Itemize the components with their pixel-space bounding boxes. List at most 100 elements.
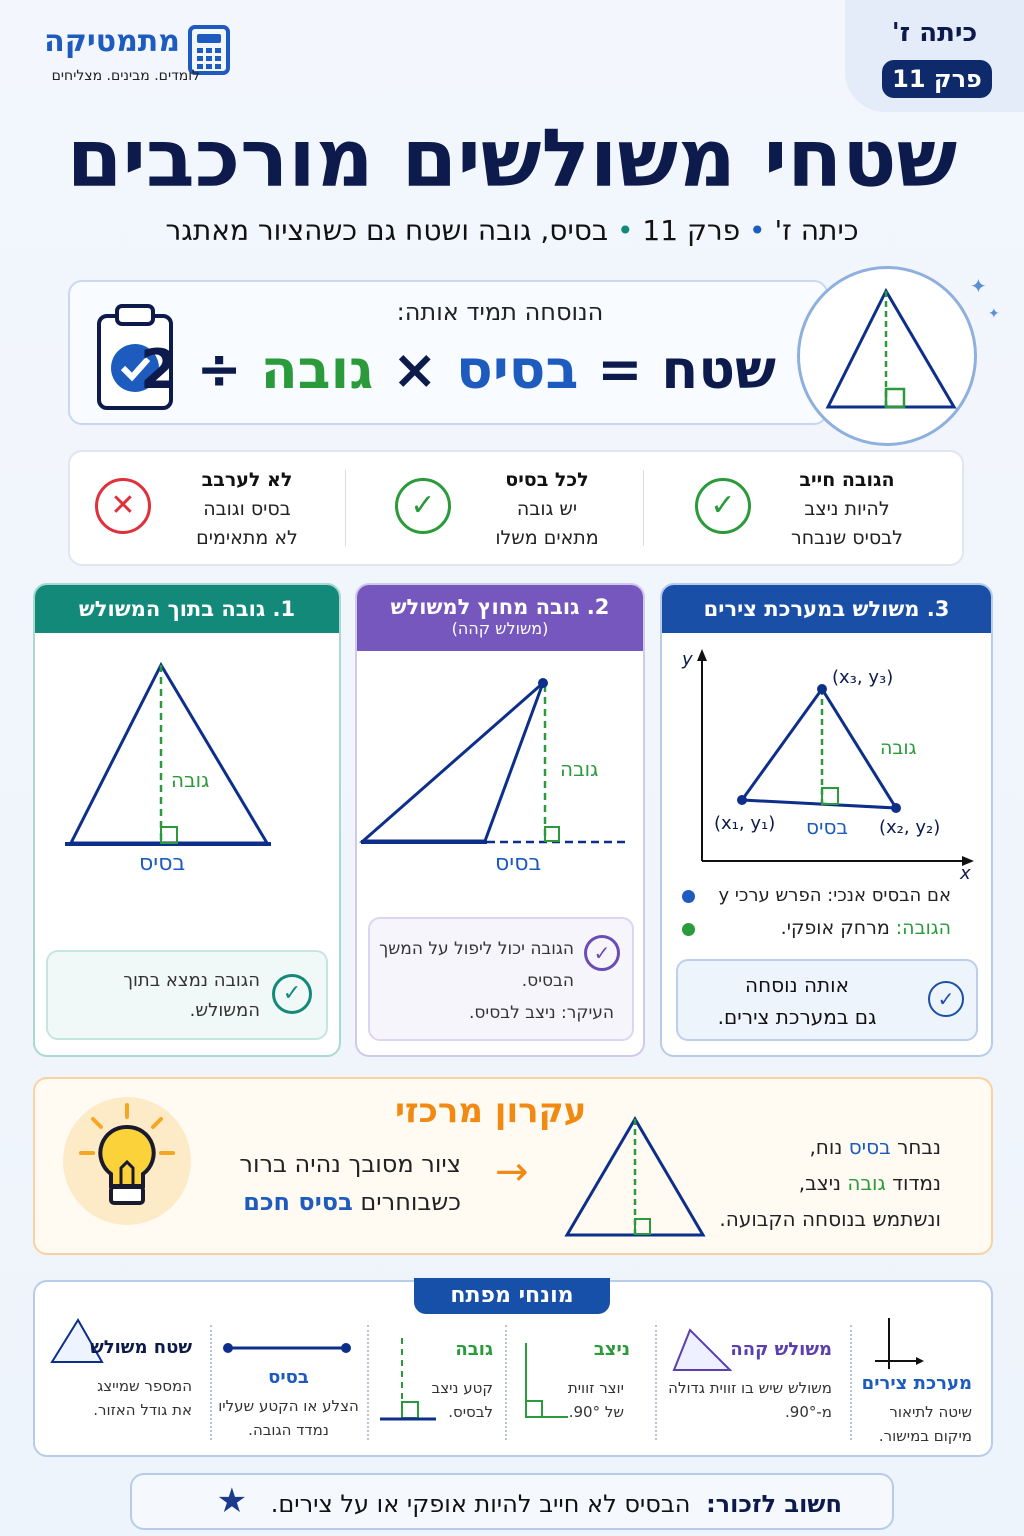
formula-intro: הנוסחה תמיד אותה:: [396, 298, 604, 326]
x-axis-label: x: [960, 863, 971, 884]
glossary-desc: משולש שיש בו זווית גדולה מ-90°.: [668, 1379, 832, 1421]
bullet-label: הגובה:: [895, 917, 951, 939]
formula-two: 2: [140, 338, 178, 401]
glossary-item: שטח משולש המספר שמייצג את גודל האזור.: [33, 1336, 210, 1422]
rule-line-1: לכל בסיס: [505, 469, 589, 491]
glossary-desc: הצלע או הקטע שעליו נמדד הגובה.: [218, 1397, 359, 1439]
card-note: הגובה נמצא בתוך המשולש. ✓: [46, 950, 328, 1040]
bullet-text: אם הבסיס אנכי: הפרש ערכי y: [718, 885, 951, 906]
remember-label: חשוב לזכור:: [706, 1490, 842, 1518]
step-3: ונשתמש בנוסחה הקבועה.: [719, 1207, 941, 1231]
formula-box: הנוסחה תמיד אותה: שטח = בסיס × גובה ÷ 2: [68, 280, 828, 425]
glossary-title: מונחי מפתח: [414, 1278, 610, 1314]
point-3-label: (x₃, y₃): [832, 667, 894, 688]
bullet-text: מרחק אופקי.: [780, 917, 890, 939]
glossary-item: משולש קהה משולש שיש בו זווית גדולה מ-90°…: [655, 1338, 850, 1424]
bullet-height: הגובה: מרחק אופקי.: [781, 917, 951, 939]
card-note: הגובה יכול ליפול על המשך הבסיס. העיקר: נ…: [368, 917, 634, 1041]
principle-line-2a: כשבוחרים: [360, 1188, 461, 1216]
card-header: 2. גובה מחוץ למשולש (משולש קהה): [357, 585, 643, 651]
base-label: בסיס: [139, 851, 186, 876]
step-2a: נמדוד: [892, 1171, 941, 1195]
green-dot-icon: [682, 923, 695, 936]
step-2c: ניצב,: [798, 1171, 842, 1195]
blue-dot-icon: [682, 890, 695, 903]
principle-box: עקרון מרכזי ציור מסובך נהיה ברור כשבוחרי…: [33, 1077, 993, 1255]
page-subtitle: כיתה ז' • פרק 11 • בסיס, גובה ושטח גם כש…: [165, 214, 859, 247]
sparkle-icon: ✦: [970, 274, 987, 298]
grade-label: כיתה ז': [891, 18, 978, 48]
card-title: 1. גובה בתוך המשולש: [35, 585, 339, 633]
formula-equals: =: [597, 338, 643, 401]
check-icon: ✓: [695, 478, 751, 534]
card-title: 2. גובה מחוץ למשולש: [390, 595, 610, 619]
clipboard-check-icon: [95, 302, 175, 416]
principle-left-text: ציור מסובך נהיה ברור כשבוחרים בסיס חכם: [239, 1145, 461, 1221]
height-label: גובה: [880, 737, 917, 759]
brand-name: מתמטיקה: [44, 24, 180, 59]
card-coordinate-triangle: 3. משולש במערכת צירים y x (x₃, y₃) (x₁, …: [660, 583, 993, 1057]
step-1c: נוח,: [809, 1135, 843, 1159]
note-text: הגובה יכול ליפול על המשך הבסיס.: [379, 939, 574, 991]
subtitle-chapter: פרק 11: [642, 214, 741, 247]
note-text-2: העיקר: ניצב לבסיס.: [468, 1003, 614, 1023]
card-subtitle: (משולש קהה): [451, 619, 549, 638]
triangle-illustration: [797, 266, 977, 446]
triangle-illustration: [564, 1116, 706, 1237]
rule-item: ✓ לכל בסיס יש גובה מתאים משלו: [395, 462, 675, 554]
principle-line-1: ציור מסובך נהיה ברור: [239, 1150, 461, 1178]
sparkle-icon: ✦: [988, 306, 1000, 322]
chapter-badge: פרק 11: [882, 60, 992, 98]
point-1-label: (x₁, y₁): [714, 813, 776, 834]
card-height-outside: 2. גובה מחוץ למשולש (משולש קהה) גובה בסי…: [355, 583, 645, 1057]
rule-line-3: לבסיס שנבחר: [791, 527, 903, 549]
glossary-term: ניצב: [593, 1339, 630, 1360]
step-2b: גובה: [847, 1171, 886, 1195]
base-label: בסיס: [495, 851, 542, 876]
star-icon: ★: [216, 1481, 248, 1521]
glossary-item: מערכת צירים שיטה לתיאור מיקום במישור.: [850, 1372, 990, 1448]
height-label: גובה: [560, 757, 599, 781]
check-icon: ✓: [928, 981, 964, 1017]
corner-badge: כיתה ז' פרק 11: [845, 0, 1024, 112]
rule-line-2: להיות ניצב: [804, 498, 890, 520]
rule-line-3: מתאים משלו: [495, 527, 599, 549]
card-height-inside: 1. גובה בתוך המשולש גובה בסיס הגובה נמצא…: [33, 583, 341, 1057]
glossary-desc: שיטה לתיאור מיקום במישור.: [878, 1403, 972, 1445]
remember-text: הבסיס לא חייב להיות אופקי או על צירים.: [270, 1490, 691, 1518]
subtitle-grade: כיתה ז': [774, 214, 859, 247]
brand-tagline: לומדים. מבינים. מצליחים: [51, 68, 200, 84]
rule-line-3: לא מתאימים: [196, 527, 298, 549]
point-2-label: (x₂, y₂): [879, 817, 941, 838]
glossary-term: גובה: [455, 1339, 493, 1360]
y-axis-label: y: [682, 649, 693, 670]
glossary-item: ניצב יוצר זווית של 90°.: [505, 1338, 655, 1424]
glossary-item: גובה קטע ניצב לבסיס.: [367, 1338, 505, 1424]
card-note: אותה נוסחה גם במערכת צירים. ✓: [676, 959, 978, 1041]
step-1b: בסיס: [848, 1135, 891, 1159]
formula-base: בסיס: [456, 338, 579, 401]
bullet-vertical-base: אם הבסיס אנכי: הפרש ערכי y: [718, 885, 951, 906]
glossary-term: מערכת צירים: [861, 1373, 972, 1394]
glossary-term: משולש קהה: [730, 1339, 832, 1360]
rule-line-1: לא לערבב: [201, 469, 293, 491]
glossary-desc: יוצר זווית של 90°.: [567, 1379, 624, 1421]
card-title: 3. משולש במערכת צירים: [662, 585, 991, 633]
principle-steps: נבחר בסיס נוח, נמדוד גובה ניצב, ונשתמש ב…: [719, 1129, 941, 1237]
lightbulb-icon: [63, 1097, 191, 1225]
x-icon: ✕: [95, 478, 151, 534]
principle-smart-base: בסיס חכם: [243, 1188, 353, 1216]
glossary-term: בסיס: [268, 1367, 309, 1388]
formula-height: גובה: [260, 338, 374, 401]
check-icon: ✓: [272, 974, 312, 1014]
base-label: בסיס: [806, 815, 848, 839]
check-icon: ✓: [584, 935, 620, 971]
note-text: אותה נוסחה: [745, 973, 849, 997]
rule-line-1: הגובה חייב: [799, 469, 895, 491]
page-title: שטחי משולשים מורכבים: [66, 112, 958, 205]
step-1a: נבחר: [897, 1135, 941, 1159]
formula-area: שטח: [661, 338, 776, 401]
remember-banner: חשוב לזכור: הבסיס לא חייב להיות אופקי או…: [130, 1473, 894, 1530]
formula-divide: ÷: [196, 338, 242, 401]
rule-line-2: בסיס וגובה: [203, 498, 291, 520]
